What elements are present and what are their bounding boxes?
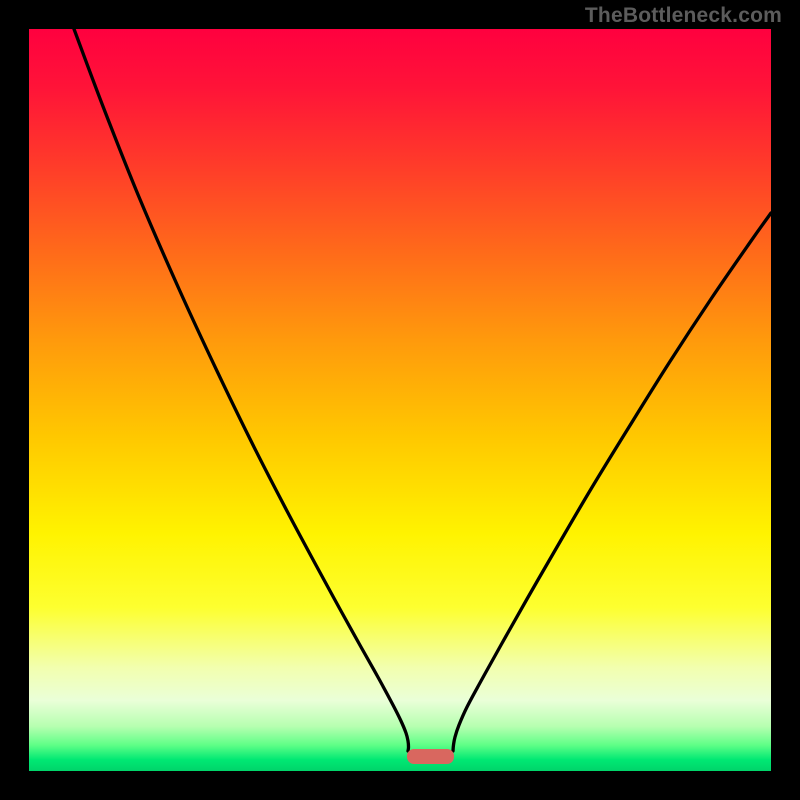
bottleneck-curves [29,29,771,771]
plot-area [29,29,771,771]
bottleneck-marker [407,749,454,764]
left-curve [74,29,409,751]
right-curve [453,213,771,751]
watermark-text: TheBottleneck.com [585,4,782,28]
